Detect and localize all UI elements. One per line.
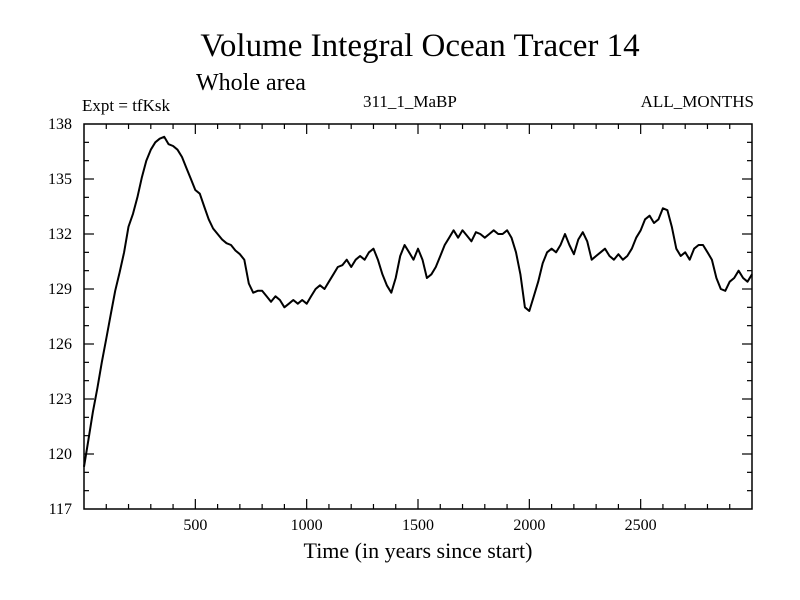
- y-tick-label: 117: [49, 501, 72, 518]
- plot-frame: [83, 123, 753, 510]
- y-tick-label: 138: [48, 116, 72, 133]
- y-tick-label: 129: [48, 281, 72, 298]
- x-tick-label: 2500: [625, 517, 657, 534]
- x-tick-label: 2000: [513, 517, 545, 534]
- tick-labels: 500 1000 1500 2000 2500 117 120 123 126 129 132 135…: [48, 116, 657, 534]
- experiment-label: Expt = tfKsk: [82, 96, 170, 115]
- y-tick-label: 132: [48, 226, 72, 243]
- y-tick-label: 135: [48, 171, 72, 188]
- x-tick-label: 1500: [402, 517, 434, 534]
- y-tick-label: 123: [48, 391, 72, 408]
- months-label: ALL_MONTHS: [640, 92, 754, 111]
- chart-title: Volume Integral Ocean Tracer 14: [200, 28, 640, 64]
- y-tick-label: 120: [48, 446, 72, 463]
- x-tick-label: 1000: [291, 517, 323, 534]
- run-label: 311_1_MaBP: [363, 92, 457, 111]
- axis-ticks: [84, 124, 752, 509]
- x-tick-label: 500: [183, 517, 207, 534]
- x-axis-label: Time (in years since start): [303, 538, 533, 563]
- chart-subtitle: Whole area: [196, 70, 306, 96]
- y-tick-label: 126: [48, 336, 72, 353]
- series-line: [83, 135, 753, 467]
